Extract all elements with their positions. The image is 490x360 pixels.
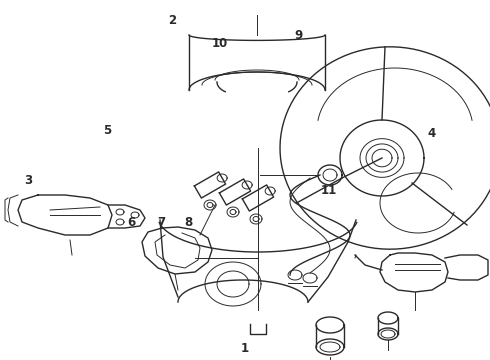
Text: 6: 6 [127, 216, 135, 229]
Text: 2: 2 [169, 14, 176, 27]
Text: 9: 9 [295, 29, 303, 42]
Text: 4: 4 [427, 127, 435, 140]
Text: 3: 3 [24, 174, 32, 186]
Text: 10: 10 [211, 37, 228, 50]
Text: 8: 8 [185, 216, 193, 229]
Text: 11: 11 [321, 184, 338, 197]
Text: 7: 7 [158, 216, 166, 229]
Text: 1: 1 [241, 342, 249, 355]
Text: 5: 5 [103, 124, 111, 137]
